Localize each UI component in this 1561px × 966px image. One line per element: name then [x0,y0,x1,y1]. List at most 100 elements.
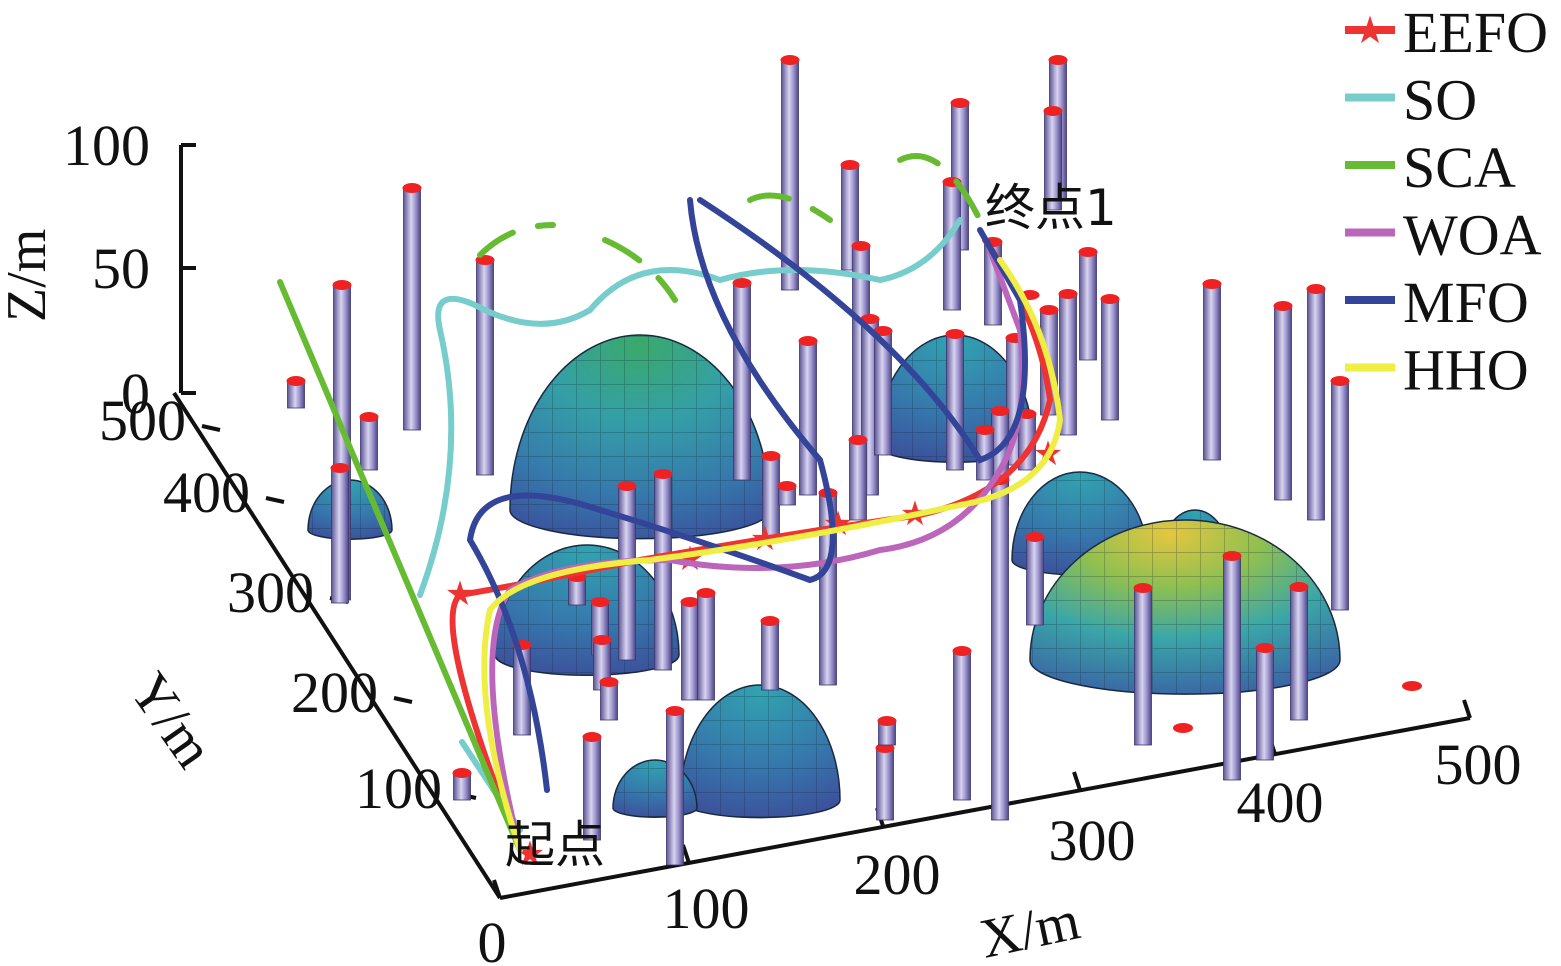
pillar-cap [1306,284,1326,294]
pillar-cap [877,716,897,726]
pillar-cap [696,588,716,598]
pillar-cap [1289,582,1309,592]
x-tick-mark [1462,699,1472,719]
pillar-cap [330,463,350,473]
z-tick-label: 0 [121,361,150,426]
pillar-obstacle [1307,288,1325,521]
dome-mesh [510,335,770,539]
path-woa [489,247,1026,853]
pillar-cap [286,376,306,386]
pillar-obstacle [1256,647,1274,761]
pillar-cap [653,469,673,479]
pillar-cap [402,183,422,193]
pillar-cap [1078,247,1098,257]
y-tick-label: 300 [227,560,314,625]
pillar-obstacle [799,340,817,496]
pillar-obstacle [953,650,971,801]
pillar-cap [1048,55,1068,65]
pillar-cap [1100,294,1120,304]
y-tick-mark [201,424,221,432]
x-tick-label: 200 [854,842,941,907]
pillar-obstacle [876,747,894,821]
pillar-cap [599,677,619,687]
y-tick-mark [393,696,413,704]
legend-item-eefo: ★ EEFO [1345,0,1548,65]
z-axis-ticks: 0 50 100 [63,113,196,426]
y-tick-label: 400 [163,460,250,525]
pillar-obstacle [1290,586,1308,721]
x-axis-line [499,716,1471,900]
start-point-label: 起点 [505,816,605,874]
pillar-cap [592,635,612,645]
path-hho [481,257,1064,853]
x-tick-label: 0 [478,910,507,966]
pillar-cap [873,326,893,336]
pillar-cap [1222,551,1242,561]
pillar-cap [945,329,965,339]
pillar-obstacle [600,681,618,721]
legend-label: SCA [1403,135,1516,200]
pillar-obstacle [1274,305,1292,501]
pillar-obstacle [943,181,961,311]
pillar-cap [851,241,871,251]
pillar-obstacle [1134,587,1152,746]
x-tick-label: 100 [663,876,750,941]
pillar-cap [1273,301,1293,311]
pillar-cap [860,314,880,324]
pillar-obstacle [1026,536,1044,626]
x-tick-mark [492,879,502,899]
eefo-star-marker: ★ [823,504,853,544]
y-tick-label: 500 [99,388,186,453]
pillar-cap [1255,643,1275,653]
path-sca [747,192,833,223]
y-axis-line [172,391,502,900]
path-sca [897,153,983,223]
y-tick-label: 100 [355,756,442,821]
pillar-cap [1025,532,1045,542]
legend-label: WOA [1403,203,1542,268]
pillar-cap [665,706,685,716]
y-axis-label: Y/m [117,662,225,779]
pillar-cap [848,435,868,445]
pillar-cap [760,616,780,626]
pillar-cap [975,425,995,435]
path-eefo [449,237,1054,853]
path-sca [602,237,678,303]
legend-star-marker: ★ [1353,8,1387,52]
legend-item-so: SO [1345,68,1477,133]
pillar-cap [950,98,970,108]
legend-item-sca: SCA [1345,135,1516,200]
pillar-cap [680,597,700,607]
pillar-cap [1173,723,1193,733]
pillar-obstacle [1223,555,1241,781]
pillar-cap [732,278,752,288]
path-sca [477,222,556,258]
pillar-cap [1133,583,1153,593]
pillar-obstacle [331,467,349,604]
pillar-obstacle [666,710,684,866]
pillar-obstacle [1101,298,1119,421]
end-point-label: 终点1 [985,179,1117,237]
pillar-cap [332,280,352,290]
path-mfo [466,197,836,793]
z-axis-label: Z/m [0,229,58,322]
pillar-obstacle [697,592,715,701]
y-axis-ticks: 100 200 300 400 500 [99,388,477,821]
y-tick-mark [265,496,285,504]
path-so [417,217,963,598]
pillar-cap [1202,279,1222,289]
pillar-cap [1058,289,1078,299]
x-tick-label: 500 [1435,732,1522,797]
flight-paths: ★★ ★ ★ ★★★ [277,153,1064,874]
pillar-cap [780,55,800,65]
pillar-obstacle [733,282,751,481]
pillar-obstacle [654,473,672,671]
pillar-obstacle [1079,251,1097,361]
pillar-cap [1039,305,1059,315]
pillar-obstacle [360,416,378,471]
pillar-cap [990,406,1010,416]
z-tick-label: 100 [63,113,150,178]
pillar-cap [777,481,797,491]
dome-mesh [680,685,840,818]
